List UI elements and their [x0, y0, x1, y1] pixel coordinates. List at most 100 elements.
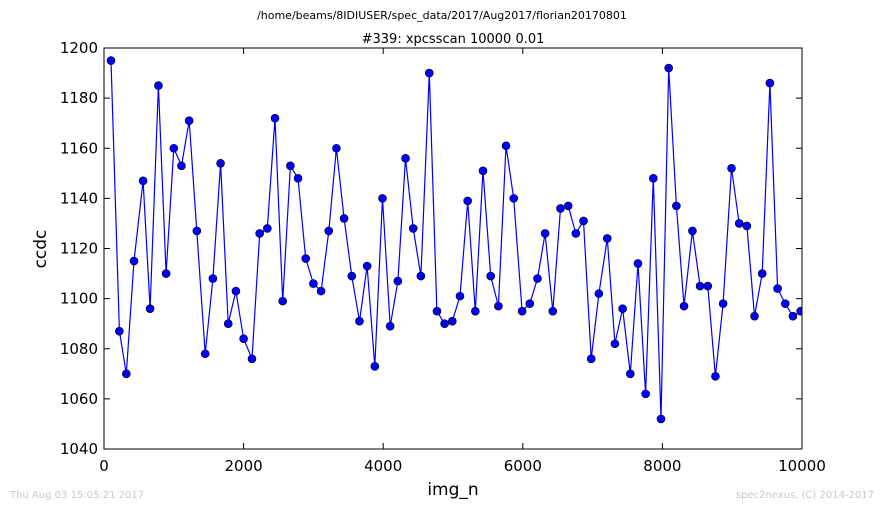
data-point: [255, 229, 264, 238]
data-point: [208, 274, 218, 283]
data-point: [223, 319, 233, 328]
data-point: [309, 279, 318, 288]
data-point: [270, 113, 280, 123]
footer-credit: spec2nexus, (C) 2014-2017: [736, 490, 874, 501]
data-point: [486, 271, 495, 281]
y-tick-label: 1060: [60, 390, 98, 408]
data-point: [688, 226, 697, 236]
data-point: [602, 234, 612, 243]
data-layer: [106, 56, 802, 424]
data-point: [169, 143, 179, 153]
data-point: [463, 196, 472, 206]
data-point: [316, 286, 326, 296]
data-point: [501, 141, 511, 151]
data-point: [695, 281, 705, 291]
data-point: [378, 194, 387, 203]
data-point: [750, 311, 759, 321]
data-point: [448, 316, 457, 326]
data-point: [703, 281, 713, 291]
data-point: [408, 224, 418, 233]
data-point: [664, 63, 673, 73]
data-point: [517, 306, 527, 316]
data-point: [478, 166, 488, 176]
data-point: [332, 143, 341, 153]
data-point: [161, 269, 171, 278]
data-point: [711, 372, 720, 381]
data-point: [393, 276, 403, 286]
data-point: [362, 261, 372, 271]
data-point: [509, 194, 519, 203]
data-point: [540, 229, 550, 238]
data-point: [200, 349, 210, 359]
data-point: [455, 291, 465, 301]
data-point: [633, 259, 643, 268]
y-tick-label: 1180: [60, 89, 98, 107]
data-point: [339, 214, 349, 223]
data-point: [401, 153, 410, 163]
data-point: [263, 224, 272, 233]
data-point: [324, 226, 334, 236]
y-tick-label: 1100: [60, 290, 98, 308]
data-point: [494, 301, 503, 311]
data-point: [610, 339, 620, 349]
y-tick-label: 1040: [60, 440, 98, 458]
data-point: [579, 216, 588, 226]
data-point: [734, 219, 744, 228]
footer-timestamp: Thu Aug 03 15:05:21 2017: [9, 490, 144, 501]
data-point: [416, 271, 426, 281]
data-point: [192, 226, 202, 236]
data-point: [533, 274, 542, 283]
data-point: [525, 299, 535, 308]
data-point: [385, 321, 395, 331]
data-point: [432, 306, 442, 316]
series-line: [110, 60, 801, 419]
y-tick-label: 1200: [60, 39, 98, 57]
data-point: [129, 256, 139, 266]
data-point: [471, 306, 480, 316]
data-point: [773, 284, 782, 293]
y-axis-label: ccdc: [31, 230, 51, 269]
data-point: [370, 361, 380, 371]
data-point: [239, 334, 248, 344]
data-point: [231, 286, 241, 296]
data-point: [216, 158, 225, 168]
data-point: [301, 254, 311, 263]
x-tick-label: 10000: [778, 457, 826, 475]
data-point: [347, 271, 357, 281]
x-tick-label: 4000: [364, 457, 402, 475]
x-tick-label: 8000: [643, 457, 681, 475]
data-point: [618, 304, 627, 313]
data-point: [727, 164, 736, 173]
data-point: [154, 81, 163, 90]
figure-suptitle: /home/beams/8IDIUSER/spec_data/2017/Aug2…: [257, 9, 627, 22]
data-point: [138, 176, 148, 186]
data-point: [278, 296, 287, 306]
x-tick-label: 6000: [504, 457, 542, 475]
data-point: [440, 319, 449, 328]
ticks-layer: 0 2000 4000 6000 8000 10000 1040 1060 1080 1100 11…: [60, 39, 826, 475]
data-point: [718, 299, 728, 308]
data-point: [563, 201, 573, 211]
data-point: [355, 316, 364, 326]
y-tick-label: 1120: [60, 240, 98, 258]
data-point: [742, 221, 752, 231]
data-point: [286, 161, 295, 171]
data-point: [765, 78, 775, 88]
data-point: [649, 174, 658, 183]
x-tick-label: 2000: [225, 457, 263, 475]
x-axis-label: img_n: [427, 480, 478, 500]
data-point: [145, 304, 155, 313]
data-point: [788, 311, 798, 321]
data-point: [796, 306, 802, 316]
data-point: [177, 161, 186, 171]
data-point: [293, 174, 303, 183]
data-point: [641, 389, 650, 399]
data-point: [247, 354, 257, 364]
data-point: [625, 369, 635, 379]
data-point: [594, 289, 604, 298]
x-tick-label: 0: [99, 457, 109, 475]
data-point: [672, 201, 681, 211]
y-tick-label: 1140: [60, 189, 98, 207]
data-point: [556, 204, 565, 213]
